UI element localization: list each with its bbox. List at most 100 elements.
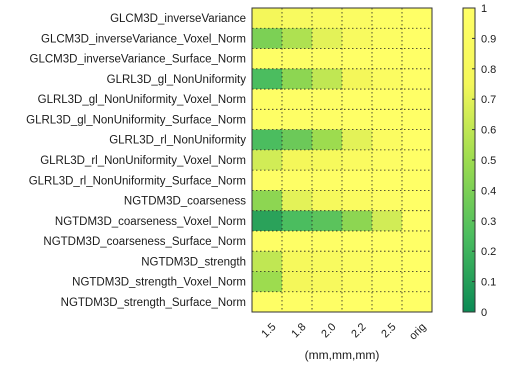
heatmap-cell: [372, 89, 403, 110]
colorbar-tick-label: 0.7: [481, 94, 496, 106]
heatmap-cell: [342, 251, 373, 272]
heatmap-cell: [282, 170, 313, 191]
row-label: NGTDM3D_coarseness_Voxel_Norm: [55, 216, 246, 228]
heatmap-cell: [252, 48, 283, 70]
heatmap-cells: [252, 8, 433, 313]
row-label: GLRL3D_rl_NonUniformity_Voxel_Norm: [40, 155, 246, 167]
heatmap-cell: [372, 109, 403, 131]
row-label: GLRL3D_gl_NonUniformity_Surface_Norm: [26, 114, 246, 126]
row-label: NGTDM3D_coarseness_Surface_Norm: [43, 236, 246, 248]
heatmap-cell: [312, 230, 343, 252]
heatmap-cell: [252, 210, 283, 232]
colorbar-tick-label: 0.6: [481, 125, 496, 137]
heatmap-cell: [372, 28, 403, 50]
heatmap-cell: [252, 230, 283, 252]
heatmap-cell: [402, 48, 433, 70]
heatmap-cell: [342, 291, 373, 313]
heatmap-cell: [342, 48, 373, 70]
colorbar-tick-label: 0.1: [481, 277, 496, 289]
heatmap-cell: [372, 68, 403, 90]
heatmap-cell: [402, 230, 433, 252]
row-label: GLRL3D_rl_NonUniformity_Surface_Norm: [29, 175, 246, 187]
colorbar-tick-label: 0.4: [481, 185, 496, 197]
heatmap-cell: [372, 190, 403, 212]
colorbar-tick-label: 1: [481, 3, 487, 15]
row-label: NGTDM3D_strength: [141, 256, 246, 268]
colorbar-ticks: 0 0.1 0.2 0.3 0.4 0.5 0.6 0.7 0.8 0.9 1: [472, 3, 496, 319]
heatmap-cell: [282, 28, 313, 50]
heatmap-cell: [342, 28, 373, 50]
heatmap-cell: [252, 129, 283, 151]
heatmap-cell: [282, 129, 313, 151]
heatmap-cell: [372, 251, 403, 272]
heatmap-cell: [342, 230, 373, 252]
heatmap-cell: [312, 170, 343, 191]
heatmap-cell: [312, 8, 343, 29]
colorbar-tick-label: 0.9: [481, 33, 496, 45]
heatmap-cell: [282, 48, 313, 70]
row-label: GLRL3D_rl_NonUniformity: [109, 135, 246, 147]
heatmap-cell: [402, 251, 433, 272]
row-label: GLCM3D_inverseVariance_Voxel_Norm: [41, 33, 246, 45]
heatmap-cell: [252, 8, 283, 29]
heatmap-cell: [252, 291, 283, 313]
heatmap-cell: [282, 271, 313, 293]
heatmap-cell: [402, 8, 433, 29]
heatmap-cell: [312, 271, 343, 293]
heatmap-cell: [312, 291, 343, 313]
grid-lines: [252, 8, 432, 312]
heatmap-cell: [252, 68, 283, 90]
column-label: 2.0: [319, 321, 338, 340]
column-label: 1.8: [289, 321, 308, 340]
heatmap-cell: [282, 291, 313, 313]
heatmap-cell: [402, 109, 433, 131]
plot-frame: [251, 7, 433, 313]
column-labels: 1.5 1.8 2.0 2.2 2.5 orig: [259, 321, 428, 342]
heatmap-cell: [312, 68, 343, 90]
heatmap-cell: [312, 210, 343, 232]
heatmap-cell: [372, 48, 403, 70]
row-label: NGTDM3D_strength_Surface_Norm: [61, 297, 246, 309]
heatmap-cell: [282, 210, 313, 232]
heatmap-cell: [282, 190, 313, 212]
heatmap-cell: [282, 89, 313, 110]
heatmap-cell: [342, 89, 373, 110]
heatmap-cell: [372, 129, 403, 151]
heatmap-cell: [402, 28, 433, 50]
row-label: GLRL3D_gl_NonUniformity_Voxel_Norm: [38, 94, 246, 106]
row-label: GLCM3D_inverseVariance_Surface_Norm: [30, 54, 246, 66]
column-label: 2.2: [349, 321, 368, 340]
heatmap-cell: [282, 109, 313, 131]
heatmap-cell: [282, 149, 313, 171]
heatmap-cell: [342, 129, 373, 151]
heatmap-cell: [252, 149, 283, 171]
heatmap-cell: [312, 109, 343, 131]
heatmap-cell: [342, 210, 373, 232]
heatmap-cell: [252, 190, 283, 212]
heatmap-cell: [342, 190, 373, 212]
column-label: 2.5: [379, 321, 398, 340]
column-label: 1.5: [259, 321, 278, 340]
heatmap-cell: [372, 170, 403, 191]
heatmap-cell: [312, 149, 343, 171]
heatmap-cell: [282, 230, 313, 252]
x-axis-title: (mm,mm,mm): [305, 348, 380, 362]
heatmap-cell: [252, 28, 283, 50]
heatmap-cell: [372, 291, 403, 313]
heatmap-cell: [342, 8, 373, 29]
row-label: NGTDM3D_strength_Voxel_Norm: [72, 277, 246, 289]
heatmap-cell: [252, 89, 283, 110]
row-label: GLCM3D_inverseVariance: [110, 13, 246, 25]
heatmap-cell: [282, 68, 313, 90]
heatmap-cell: [342, 149, 373, 171]
heatmap-cell: [402, 170, 433, 191]
heatmap-cell: [312, 48, 343, 70]
heatmap-cell: [402, 271, 433, 293]
heatmap-cell: [402, 291, 433, 313]
heatmap-cell: [282, 8, 313, 29]
heatmap-cell: [252, 109, 283, 131]
heatmap-cell: [312, 129, 343, 151]
heatmap-cell: [372, 230, 403, 252]
row-labels: GLCM3D_inverseVariance GLCM3D_inverseVari…: [26, 13, 246, 309]
